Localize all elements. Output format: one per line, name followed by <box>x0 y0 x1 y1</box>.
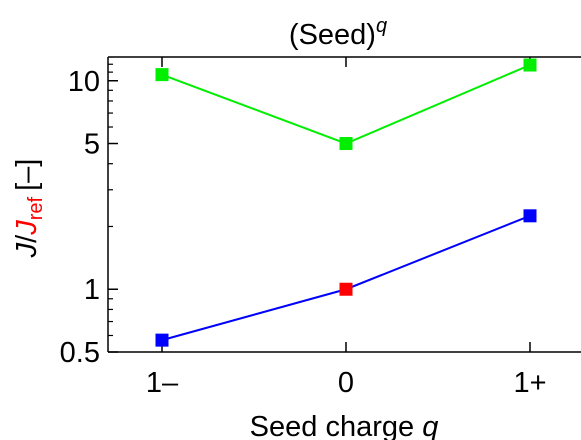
series-line-0 <box>161 64 531 145</box>
series-points <box>155 58 537 347</box>
y-label-slash: / <box>11 234 43 243</box>
y-label-subscript: ref <box>25 196 47 220</box>
x-axis-ticks: 1– 0 1+ <box>146 57 547 399</box>
data-point <box>155 68 169 82</box>
data-point <box>339 137 353 151</box>
series-lines <box>161 64 531 342</box>
y-tick-label: 0.5 <box>60 337 100 369</box>
y-label-unit: [–] <box>11 159 43 191</box>
y-axis-ticks: 0.5 1 5 10 <box>60 63 118 369</box>
y-label-numerator: J <box>11 242 43 258</box>
y-tick-label: 10 <box>68 66 100 98</box>
y-label-denominator: J <box>11 220 43 236</box>
series-line-1 <box>161 214 531 342</box>
y-tick-label: 1 <box>84 274 100 306</box>
x-tick-label: 1+ <box>513 367 546 399</box>
data-point <box>155 333 169 347</box>
x-tick-label: 0 <box>338 367 354 399</box>
y-axis-label: J/Jref [–] <box>11 159 47 259</box>
data-point <box>523 209 537 223</box>
chart-title: (Seed)q <box>289 15 387 51</box>
y-tick-label: 5 <box>84 129 100 161</box>
x-axis-label: Seed charge q <box>250 411 439 440</box>
data-point <box>523 58 537 72</box>
plot-frame <box>107 56 581 353</box>
data-point <box>339 282 353 296</box>
x-tick-label: 1– <box>146 367 179 399</box>
